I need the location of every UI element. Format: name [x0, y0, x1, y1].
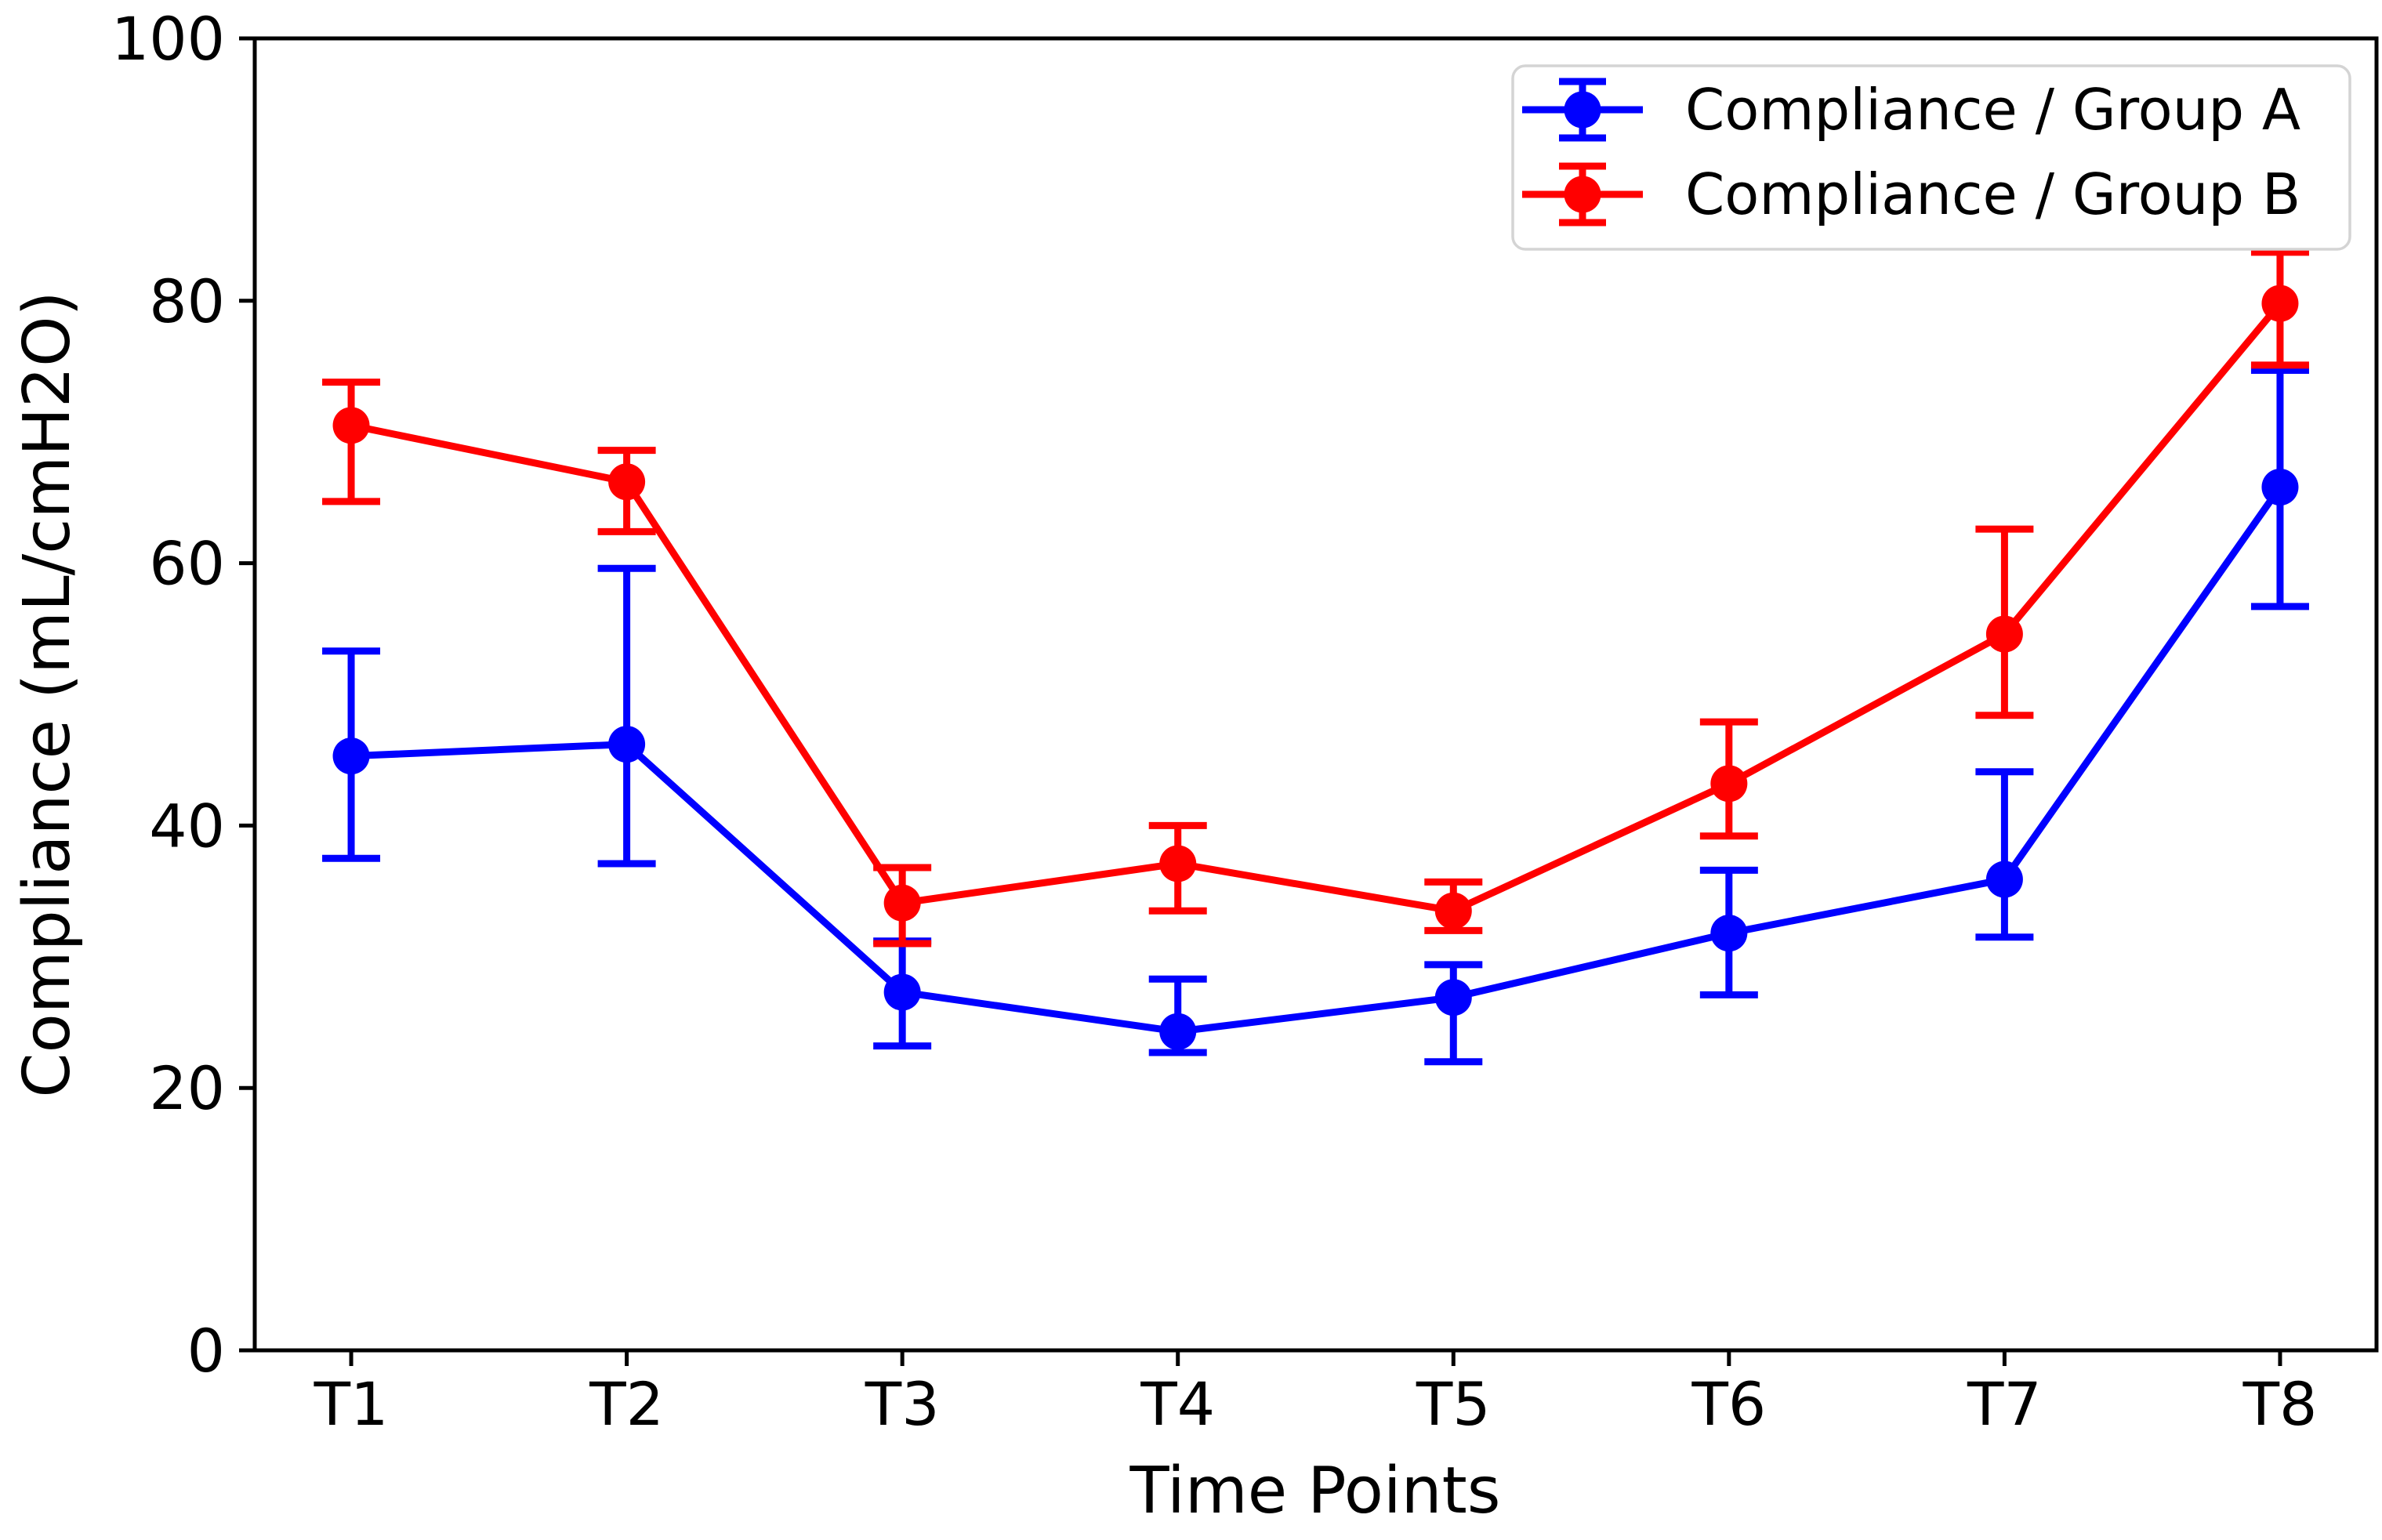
- data-series: [322, 248, 2309, 1066]
- legend-box: [1511, 64, 2351, 251]
- x-tick-label-T1: T1: [314, 1369, 389, 1439]
- data-point-T1: [332, 737, 370, 775]
- data-point-T4: [1159, 845, 1197, 882]
- data-point-T5: [1434, 892, 1472, 929]
- legend-handle-group-a: [1522, 78, 1643, 142]
- x-tick-label-T5: T5: [1416, 1369, 1491, 1439]
- plot-frame: [252, 36, 2379, 1353]
- series-group-b: [322, 248, 2309, 948]
- x-tick-label-T2: T2: [589, 1369, 664, 1439]
- series-line: [347, 299, 2284, 915]
- data-point-T5: [1434, 979, 1472, 1016]
- errorbar-T7: [1975, 768, 2034, 941]
- y-tick-label-0: 0: [187, 1316, 225, 1386]
- data-point-T3: [883, 973, 921, 1011]
- data-point-T8: [2261, 469, 2299, 506]
- data-point-T3: [883, 884, 921, 922]
- plot-spines: [252, 36, 2379, 1353]
- x-tick-label-T4: T4: [1140, 1369, 1215, 1439]
- data-point-T2: [608, 726, 646, 763]
- data-point-T1: [332, 407, 370, 444]
- y-tick-label-40: 40: [149, 791, 225, 861]
- x-tick-label-T7: T7: [1967, 1369, 2042, 1439]
- x-axis-label: Time Points: [1129, 1454, 1500, 1528]
- series-group-a: [322, 367, 2309, 1066]
- y-tick-label-100: 100: [111, 4, 225, 74]
- legend-label-group-a: Compliance / Group A: [1685, 77, 2300, 143]
- data-point-T7: [1985, 615, 2023, 653]
- x-tick-label-T3: T3: [865, 1369, 940, 1439]
- legend-marker: [1564, 176, 1601, 213]
- legend: Compliance / Group A Compliance / Group …: [1511, 64, 2351, 251]
- series-line: [347, 484, 2284, 1035]
- axis-ticks: 0 20 40 60 80 100 T1 T2 T3 T4 T5 T6 T7 T8: [111, 4, 2317, 1439]
- data-point-T7: [1985, 861, 2023, 898]
- legend-marker: [1564, 91, 1601, 129]
- data-point-T2: [608, 463, 646, 501]
- data-point-T8: [2261, 284, 2299, 322]
- data-point-T4: [1159, 1013, 1197, 1050]
- legend-handle-group-b: [1522, 162, 1643, 226]
- y-tick-label-60: 60: [149, 529, 225, 599]
- data-point-T6: [1710, 915, 1748, 952]
- legend-label-group-b: Compliance / Group B: [1685, 161, 2300, 227]
- data-point-T6: [1710, 765, 1748, 803]
- errorbar-T2: [597, 564, 656, 868]
- x-tick-label-T8: T8: [2242, 1369, 2318, 1439]
- y-tick-label-20: 20: [149, 1053, 225, 1123]
- y-axis-label: Compliance (mL/cmH2O): [10, 291, 85, 1097]
- y-tick-label-80: 80: [149, 266, 225, 336]
- x-tick-label-T6: T6: [1691, 1369, 1766, 1439]
